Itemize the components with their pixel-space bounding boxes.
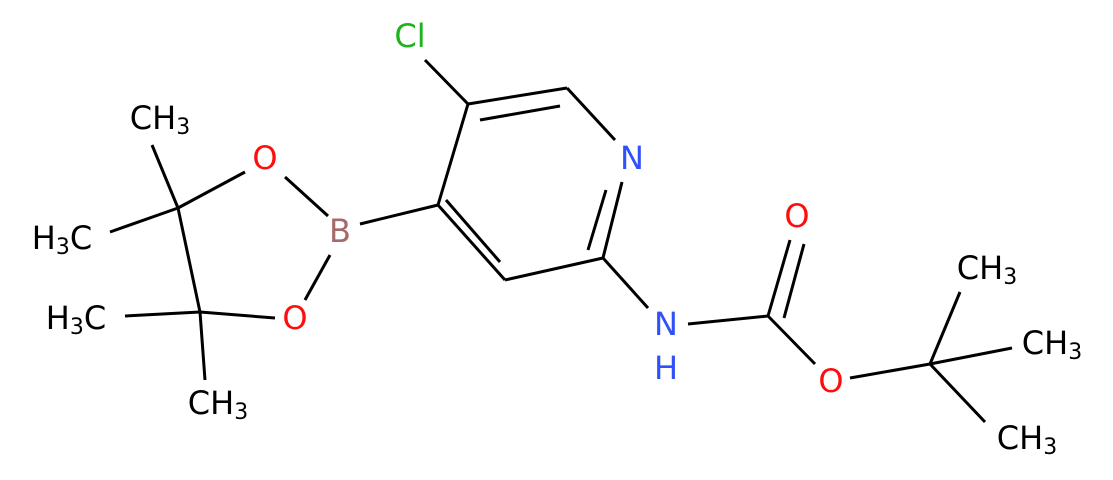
atom-label: Cl bbox=[394, 17, 425, 55]
atom-text: CH bbox=[188, 384, 234, 422]
atom-text: C bbox=[84, 299, 106, 337]
atom-label: O bbox=[252, 139, 277, 177]
atom-text: CH bbox=[997, 419, 1043, 457]
atom-label: N bbox=[620, 139, 644, 177]
bonds bbox=[109, 58, 1013, 424]
atom-label: CH3 bbox=[957, 249, 1017, 290]
atom-label: O bbox=[784, 197, 809, 235]
atom-label: H bbox=[654, 349, 678, 387]
atom-label: N bbox=[654, 305, 678, 343]
atom-sub: 3 bbox=[56, 235, 70, 260]
atom-text: CH bbox=[1022, 324, 1068, 362]
atom-label: H3C bbox=[46, 299, 106, 340]
atom-text: CH bbox=[130, 99, 176, 137]
atom-sub: 3 bbox=[1003, 265, 1017, 290]
atom-text: H bbox=[32, 219, 56, 257]
atom-text: CH bbox=[957, 249, 1003, 287]
atom-label: B bbox=[329, 212, 351, 250]
atom-label: O bbox=[818, 362, 843, 400]
atom-sub: 3 bbox=[176, 115, 190, 140]
atom-label: CH3 bbox=[997, 419, 1057, 460]
atom-label: CH3 bbox=[130, 99, 190, 140]
atom-label: CH3 bbox=[1022, 324, 1082, 365]
atom-sub: 3 bbox=[234, 400, 248, 425]
atom-text: C bbox=[70, 219, 92, 257]
atom-sub: 3 bbox=[70, 315, 84, 340]
atom-text: H bbox=[46, 299, 70, 337]
atom-label: H3C bbox=[32, 219, 92, 260]
atom-label: CH3 bbox=[188, 384, 248, 425]
atom-sub: 3 bbox=[1068, 340, 1082, 365]
atom-label: O bbox=[282, 299, 307, 337]
atom-sub: 3 bbox=[1043, 435, 1057, 460]
